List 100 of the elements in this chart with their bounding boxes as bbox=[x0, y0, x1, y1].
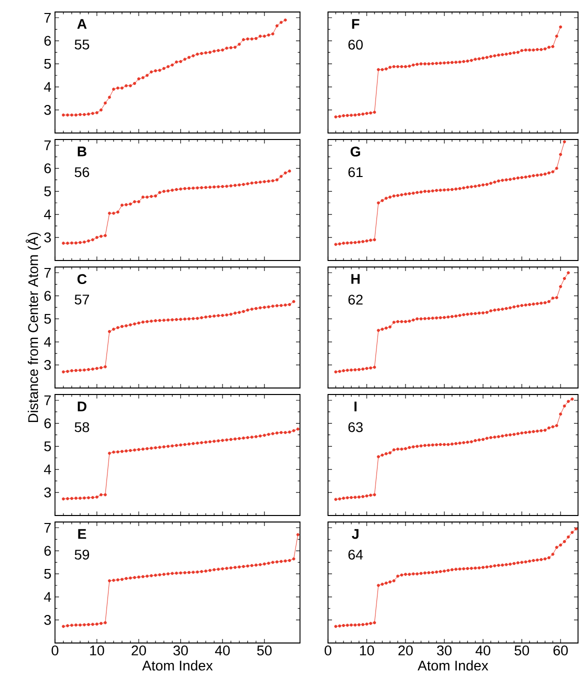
point bbox=[271, 179, 274, 182]
point bbox=[404, 192, 408, 196]
point bbox=[70, 113, 74, 117]
point bbox=[166, 65, 170, 68]
point bbox=[250, 564, 254, 568]
point bbox=[70, 496, 74, 500]
point bbox=[462, 60, 466, 64]
point bbox=[551, 45, 554, 48]
point bbox=[91, 238, 94, 242]
point bbox=[408, 64, 411, 68]
point bbox=[275, 304, 279, 308]
point bbox=[174, 60, 178, 64]
point bbox=[254, 181, 258, 184]
point bbox=[116, 210, 120, 214]
point bbox=[547, 171, 550, 174]
point bbox=[133, 448, 136, 452]
point bbox=[284, 18, 287, 22]
point bbox=[350, 114, 353, 117]
point bbox=[187, 186, 191, 190]
point bbox=[388, 196, 392, 199]
point bbox=[559, 152, 562, 156]
point bbox=[183, 187, 186, 190]
point bbox=[220, 314, 224, 317]
point bbox=[516, 50, 520, 54]
point bbox=[137, 200, 140, 204]
x-tick-label: 60 bbox=[554, 646, 568, 656]
point bbox=[540, 173, 543, 176]
point bbox=[62, 113, 65, 117]
point bbox=[124, 576, 128, 580]
point bbox=[536, 174, 539, 177]
point bbox=[154, 194, 158, 198]
point bbox=[254, 306, 258, 310]
point bbox=[146, 574, 149, 578]
y-tick-label: 4 bbox=[44, 592, 52, 602]
point bbox=[544, 172, 547, 176]
point bbox=[174, 188, 178, 192]
point bbox=[112, 88, 116, 91]
point bbox=[258, 563, 262, 566]
point bbox=[292, 557, 296, 560]
point bbox=[246, 436, 250, 440]
point bbox=[82, 623, 86, 626]
point bbox=[95, 236, 98, 239]
point bbox=[212, 50, 216, 53]
y-tick-label: 7 bbox=[44, 140, 51, 150]
point bbox=[346, 241, 349, 245]
point bbox=[365, 239, 368, 242]
point bbox=[288, 170, 292, 173]
point bbox=[146, 196, 149, 199]
y-axis-title: Distance from Center Atom (Å) bbox=[26, 232, 41, 422]
chart-title: G bbox=[350, 146, 360, 157]
chart-title: A bbox=[77, 19, 87, 29]
point bbox=[342, 242, 346, 245]
point bbox=[174, 444, 178, 447]
point bbox=[204, 570, 208, 573]
point bbox=[158, 68, 162, 72]
point bbox=[396, 194, 400, 198]
point bbox=[489, 54, 492, 58]
point bbox=[166, 572, 170, 576]
point bbox=[555, 34, 558, 38]
point bbox=[250, 436, 254, 439]
point bbox=[380, 68, 384, 72]
point bbox=[258, 34, 262, 38]
point bbox=[234, 312, 237, 315]
point bbox=[192, 317, 195, 320]
point bbox=[361, 112, 364, 116]
point bbox=[262, 180, 266, 184]
y-tick-label: 5 bbox=[44, 314, 51, 324]
y-tick-label: 5 bbox=[44, 568, 51, 579]
point bbox=[62, 242, 65, 245]
point bbox=[170, 318, 174, 322]
point bbox=[208, 186, 212, 189]
point bbox=[485, 56, 488, 59]
text: 63 bbox=[348, 422, 363, 432]
point bbox=[520, 176, 524, 180]
x-tick-label: 30 bbox=[173, 646, 188, 656]
point bbox=[288, 303, 292, 306]
point bbox=[187, 56, 191, 59]
point bbox=[504, 178, 508, 182]
point bbox=[174, 318, 178, 322]
point bbox=[225, 46, 228, 50]
point bbox=[95, 622, 98, 626]
point bbox=[216, 314, 220, 318]
point bbox=[187, 317, 191, 320]
point bbox=[150, 70, 153, 74]
point bbox=[166, 189, 170, 192]
text: 57 bbox=[74, 294, 90, 304]
point bbox=[508, 178, 512, 181]
point bbox=[229, 312, 232, 316]
point bbox=[120, 324, 124, 328]
point bbox=[220, 567, 224, 570]
point bbox=[229, 184, 232, 188]
point bbox=[86, 239, 90, 242]
point bbox=[559, 25, 562, 29]
point bbox=[275, 24, 279, 28]
point bbox=[520, 48, 524, 52]
x-tick-label: 50 bbox=[514, 646, 530, 656]
point bbox=[82, 113, 86, 116]
point bbox=[91, 112, 94, 115]
point bbox=[208, 568, 212, 572]
point bbox=[280, 20, 283, 24]
